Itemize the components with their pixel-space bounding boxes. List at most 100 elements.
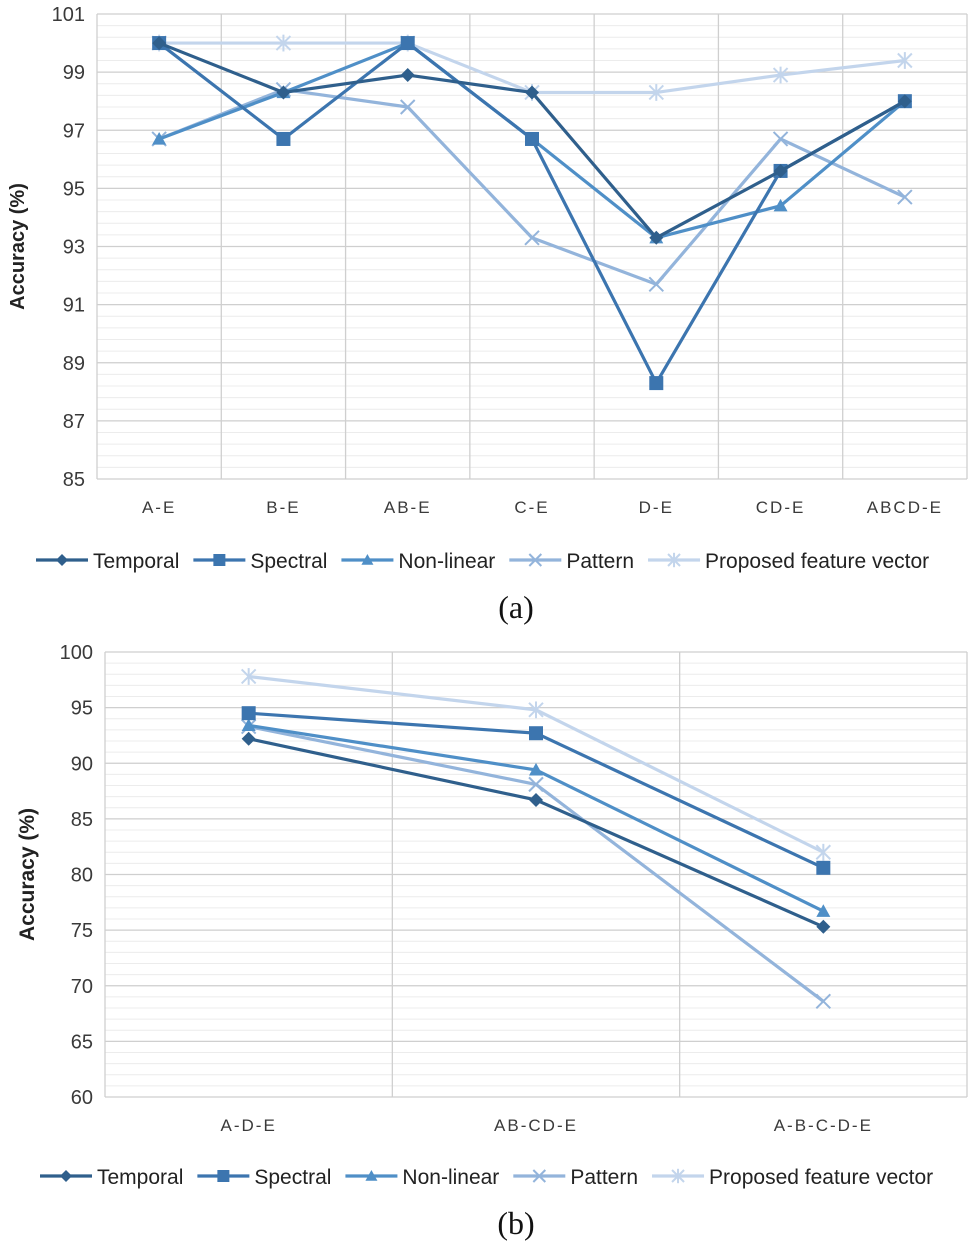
legend-item-pattern: Pattern (509, 550, 634, 573)
data-point-pattern-stroke (648, 276, 664, 292)
y-tick-label: 87 (63, 411, 85, 433)
y-tick-label: 100 (60, 642, 93, 664)
legend-label: Proposed feature vector (705, 550, 929, 573)
x-tick-label: AB-E (384, 498, 432, 517)
data-point-pattern (648, 276, 664, 292)
y-tick-label: 75 (71, 920, 93, 942)
x-tick-label: ABCD-E (867, 498, 943, 517)
data-point-proposed-feature-vector (275, 34, 292, 52)
legend-marker-spectral (217, 1170, 230, 1182)
legend: Temporal Spectral Non-linear Pattern Propose… (40, 1166, 933, 1189)
y-axis-label: Accuracy (%) (7, 183, 29, 310)
y-tick-label: 65 (71, 1031, 93, 1053)
data-point-spectral (400, 36, 415, 51)
data-point-proposed-feature-vector (772, 66, 789, 84)
data-point-pattern (400, 99, 416, 115)
series-temporal (152, 36, 912, 245)
chart-a: 85 87 89 91 93 95 97 99 101 A-E B-E AB-E C-E D-E CD-E A… (7, 4, 968, 625)
legend-label: Spectral (250, 550, 327, 573)
x-tick-label: C-E (514, 498, 549, 517)
x-tick-label: AB-CD-E (494, 1116, 578, 1135)
data-point-temporal (897, 94, 912, 109)
legend-marker-pattern (528, 553, 543, 567)
y-tick-label: 97 (63, 120, 85, 142)
y-tick-label: 70 (71, 976, 93, 998)
data-point-temporal (276, 85, 291, 100)
legend-marker-pattern (532, 1169, 547, 1183)
legend-item-temporal: Temporal (40, 1166, 183, 1189)
data-point-spectral (816, 860, 831, 875)
x-tick-label: A-E (142, 498, 176, 517)
series-pattern (151, 81, 913, 292)
data-point-temporal (529, 792, 543, 807)
legend-marker-proposed-feature-vector (667, 552, 681, 568)
series-proposed-feature-vector (240, 668, 832, 861)
data-point-temporal (152, 36, 167, 51)
data-point-non-linear (529, 762, 543, 776)
legend-marker-pattern-stroke (528, 553, 543, 567)
data-point-proposed-feature-vector (815, 843, 832, 861)
legend-label: Pattern (566, 550, 634, 573)
y-tick-label: 60 (71, 1087, 93, 1109)
data-point-proposed-feature-vector (240, 668, 257, 685)
y-axis-label: Accuracy (%) (16, 808, 39, 941)
x-tick-label: CD-E (756, 498, 806, 517)
legend-label: Pattern (570, 1166, 638, 1189)
data-point-proposed-feature-vector (648, 84, 664, 101)
series-spectral (241, 706, 831, 875)
chart-b: 60 65 70 75 80 85 90 95 100 A-D-E AB-CD-E A-B-C-D-E… (16, 642, 968, 1241)
legend-marker-temporal (60, 1170, 72, 1182)
data-point-spectral (276, 131, 291, 146)
data-point-pattern-stroke (772, 131, 789, 147)
x-tick-label: A-B-C-D-E (774, 1116, 873, 1135)
legend-marker-pattern-stroke (532, 1169, 547, 1183)
data-point-pattern-stroke (528, 776, 544, 793)
data-point-proposed-feature-vector (897, 52, 913, 69)
data-point-pattern (897, 189, 913, 205)
legend-item-spectral: Spectral (197, 1166, 331, 1189)
legend-item-proposed-feature-vector: Proposed feature vector (652, 1166, 933, 1189)
data-point-pattern (772, 131, 789, 147)
legend-marker-spectral (213, 554, 226, 566)
x-tick-label: A-D-E (221, 1116, 277, 1135)
data-point-pattern-stroke (897, 189, 913, 205)
legend-label: Proposed feature vector (709, 1166, 933, 1189)
legend-item-proposed-feature-vector: Proposed feature vector (648, 550, 929, 573)
legend-item-temporal: Temporal (36, 550, 179, 573)
data-point-pattern (528, 776, 544, 793)
y-tick-label: 95 (71, 698, 93, 720)
legend-item-spectral: Spectral (193, 550, 327, 573)
data-point-spectral (529, 726, 543, 741)
series-non-linear (241, 718, 831, 917)
figure-caption: (a) (498, 589, 534, 625)
y-tick-label: 89 (63, 353, 85, 375)
legend-marker-temporal (56, 554, 68, 566)
data-point-non-linear (241, 718, 256, 732)
data-point-non-linear (773, 198, 788, 212)
data-point-temporal (773, 163, 788, 178)
legend-label: Temporal (97, 1166, 183, 1189)
data-point-pattern-stroke (524, 230, 540, 246)
data-point-spectral (241, 706, 256, 721)
y-tick-label: 90 (71, 753, 93, 775)
y-tick-label: 85 (71, 809, 93, 831)
legend-label: Non-linear (398, 550, 495, 573)
x-tick-label: B-E (266, 498, 300, 517)
figure-caption: (b) (497, 1205, 534, 1241)
y-tick-label: 80 (71, 865, 93, 887)
data-point-pattern-stroke (400, 99, 416, 115)
data-point-non-linear (816, 904, 831, 917)
data-point-non-linear (152, 131, 167, 145)
legend-marker-non-linear (365, 1170, 378, 1181)
legend-item-non-linear: Non-linear (341, 550, 495, 573)
legend-item-pattern: Pattern (513, 1166, 638, 1189)
legend-label: Spectral (254, 1166, 331, 1189)
y-tick-label: 95 (63, 178, 85, 200)
data-point-temporal (649, 230, 664, 245)
legend-label: Non-linear (402, 1166, 499, 1189)
y-tick-label: 85 (63, 469, 85, 491)
data-point-pattern-stroke (815, 993, 832, 1010)
data-point-temporal (400, 68, 415, 83)
data-point-spectral (525, 131, 539, 146)
